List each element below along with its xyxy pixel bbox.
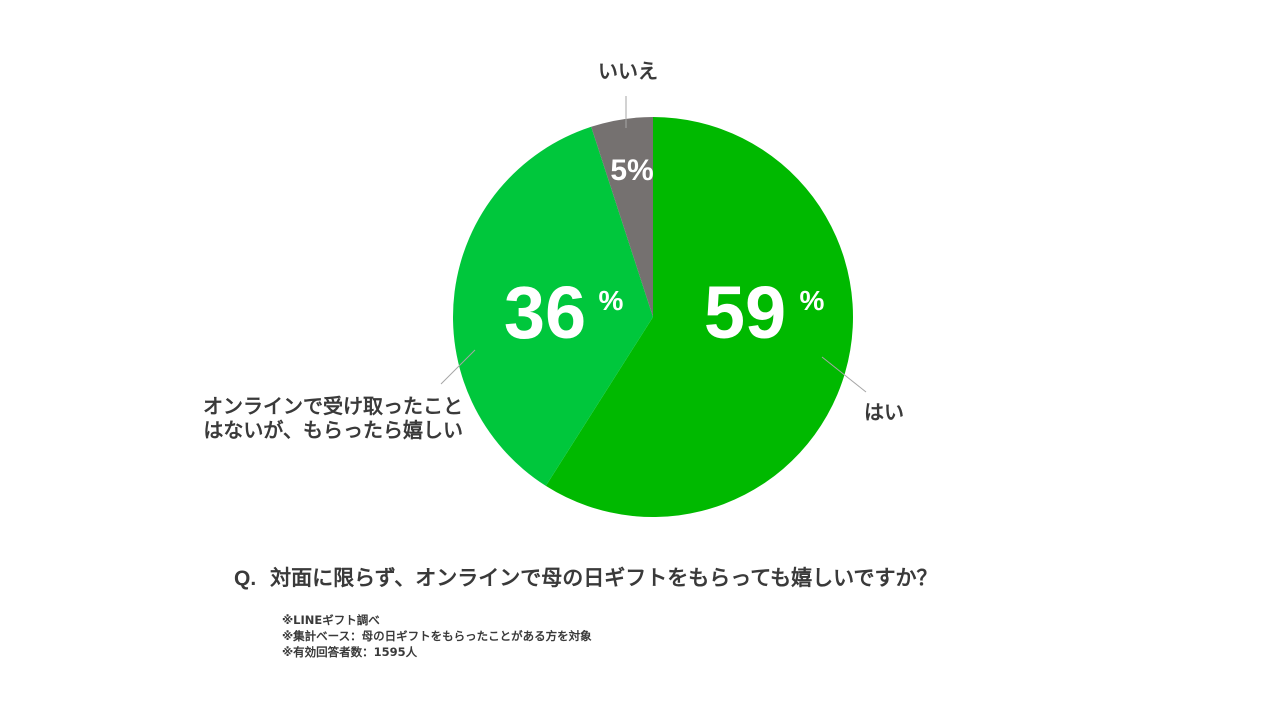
leader-line-1	[440, 349, 476, 385]
value-label-0: 59	[704, 271, 786, 354]
category-label-0-line-0: はい	[864, 400, 904, 424]
footnote-source: ※LINEギフト調べ	[282, 613, 380, 627]
value-label-1: 36	[504, 271, 586, 354]
leader-line-0	[821, 356, 867, 393]
value-label-2: 5%	[610, 154, 653, 187]
question: Q. 対面に限らず、オンラインで母の日ギフトをもらっても嬉しいですか？	[234, 562, 938, 592]
value-unit-1: %	[599, 285, 624, 316]
category-label-2-line-0: いいえ	[598, 59, 658, 83]
footnotes: ※LINEギフト調べ ※集計ベース：母の日ギフトをもらったことがある方を対象 ※…	[282, 612, 592, 660]
footnote-respondents: ※有効回答者数：1595人	[282, 645, 418, 659]
question-prefix: Q.	[234, 567, 257, 590]
value-unit-0: %	[800, 285, 825, 316]
footnote-base: ※集計ベース：母の日ギフトをもらったことがある方を対象	[282, 629, 592, 643]
pie-slice-1	[453, 126, 653, 486]
question-text: 対面に限らず、オンラインで母の日ギフトをもらっても嬉しいですか？	[270, 566, 938, 590]
category-label-0: はい	[864, 400, 904, 424]
category-label-1: オンラインで受け取ったことはないが、もらったら嬉しい	[203, 394, 463, 442]
category-label-1-line-0: オンラインで受け取ったこと	[203, 394, 463, 418]
category-label-2: いいえ	[598, 59, 658, 83]
category-label-1-line-1: はないが、もらったら嬉しい	[203, 418, 463, 442]
pie-slice-0	[545, 117, 854, 517]
pie-slice-2	[591, 117, 653, 317]
